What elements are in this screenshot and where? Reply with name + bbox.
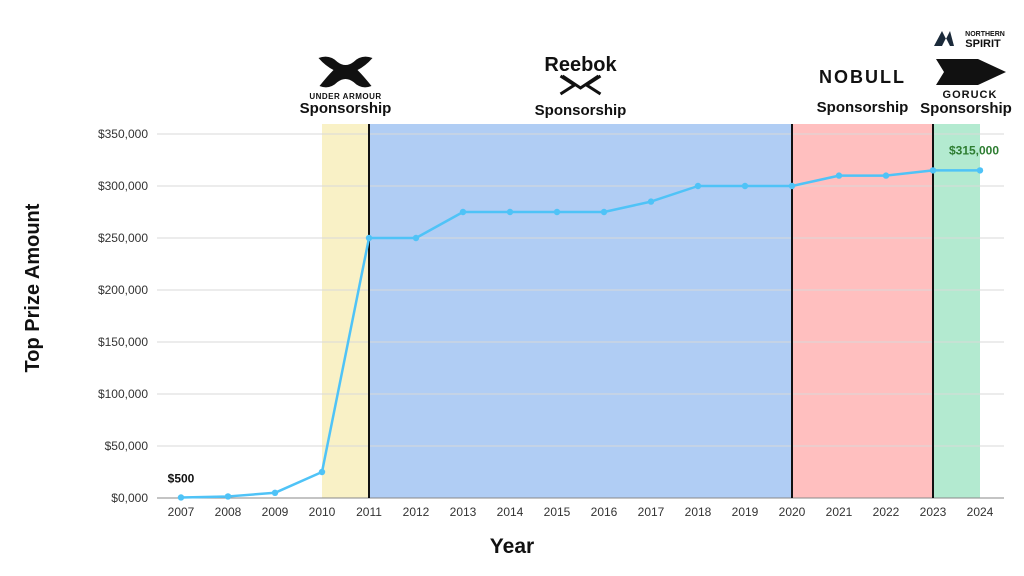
sponsor-header-3: NOBULL Sponsorship: [817, 67, 909, 116]
x-axis-title: Year: [490, 535, 534, 558]
logo-wordmark: GORUCK: [943, 89, 998, 101]
data-point: [835, 172, 843, 179]
data-point: [271, 489, 279, 496]
x-tick-label: 2022: [873, 505, 900, 519]
x-tick-label: 2017: [638, 505, 665, 519]
data-point: [506, 208, 514, 216]
data-point: [788, 182, 796, 190]
x-tick-label: 2021: [826, 505, 853, 519]
goruck-spearhead-logo-icon: [936, 59, 1006, 85]
data-label: $315,000: [949, 143, 999, 157]
y-tick-label: $0,000: [111, 491, 148, 505]
x-tick-label: 2019: [732, 505, 759, 519]
sponsorship-bands: [322, 124, 980, 498]
logo-wordmark: NOBULL: [819, 67, 906, 87]
logo2-wordmark-top: NORTHERN: [965, 31, 1005, 38]
data-point: [553, 208, 561, 216]
y-tick-label: $250,000: [98, 231, 148, 245]
x-tick-label: 2016: [591, 505, 618, 519]
reebok-delta-logo-icon: [559, 74, 602, 96]
y-axis-title: Top Prize Amount: [22, 203, 44, 372]
data-point: [929, 167, 937, 174]
x-tick-label: 2013: [450, 505, 477, 519]
data-point: [976, 167, 984, 174]
x-tick-label: 2018: [685, 505, 712, 519]
grid-lines: [157, 133, 1004, 499]
logo-wordmark: UNDER ARMOUR: [309, 92, 381, 101]
logo2-wordmark-bottom: SPIRIT: [965, 38, 1001, 50]
logo-wordmark: Reebok: [544, 54, 617, 76]
sponsorship-label: Sponsorship: [817, 99, 909, 116]
x-tick-label: 2009: [262, 505, 289, 519]
x-tick-label: 2008: [215, 505, 242, 519]
y-tick-label: $50,000: [105, 439, 149, 453]
sponsor-header-2: Reebok Sponsorship: [535, 54, 627, 119]
data-label: $500: [168, 471, 195, 485]
sponsor-headers: UNDER ARMOURSponsorshipReebokSponsorship…: [300, 31, 1012, 119]
series-line: [180, 169, 980, 499]
x-tick-label: 2011: [356, 505, 382, 519]
data-point: [365, 234, 373, 242]
data-point: [694, 182, 702, 190]
sponsorship-label: Sponsorship: [535, 102, 627, 119]
y-tick-label: $100,000: [98, 387, 148, 401]
x-tick-label: 2020: [779, 505, 806, 519]
sponsorship-label: Sponsorship: [920, 100, 1012, 117]
x-tick-label: 2023: [920, 505, 947, 519]
data-point: [177, 494, 185, 501]
under-armour-logo-icon: [318, 56, 373, 88]
y-tick-label: $300,000: [98, 179, 148, 193]
data-point: [647, 198, 655, 205]
x-tick-label: 2015: [544, 505, 571, 519]
data-point: [741, 182, 749, 190]
data-point: [600, 208, 608, 216]
data-point: [318, 468, 326, 476]
data-point: [882, 172, 890, 179]
y-tick-label: $150,000: [98, 335, 148, 349]
data-point: [224, 493, 232, 500]
x-tick-label: 2014: [497, 505, 524, 519]
sponsorship-band-4: [933, 124, 980, 498]
y-axis-ticks: $0,000 $50,000 $100,000 $150,000 $200,000 $25…: [98, 127, 148, 505]
data-annotations: $500 $315,000: [168, 143, 1000, 485]
prize-series: [177, 167, 984, 501]
x-tick-label: 2024: [967, 505, 994, 519]
x-axis-ticks: 2007 2008 2009 2010 2011 2012 2013 2014 2015 2016…: [168, 505, 994, 519]
data-point: [412, 234, 420, 242]
x-tick-label: 2010: [309, 505, 336, 519]
x-tick-label: 2007: [168, 505, 195, 519]
sponsorship-band-2: [369, 124, 792, 498]
northern-spirit-logo-icon: [934, 31, 954, 46]
y-tick-label: $350,000: [98, 127, 148, 141]
y-tick-label: $200,000: [98, 283, 148, 297]
data-point: [459, 208, 467, 216]
x-tick-label: 2012: [403, 505, 430, 519]
sponsorship-label: Sponsorship: [300, 100, 392, 117]
